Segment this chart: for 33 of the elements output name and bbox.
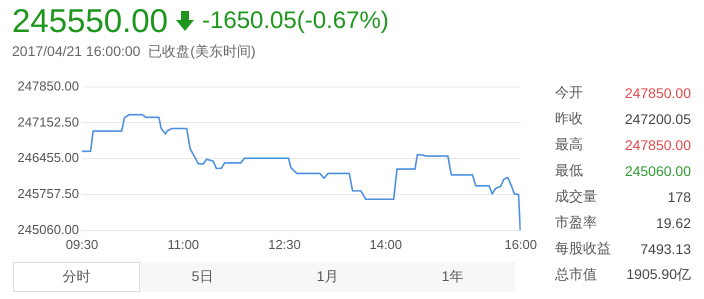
text: 247200.05	[624, 111, 691, 127]
chart-title: 245550.00	[12, 2, 168, 40]
x-tick-label: 11:00	[167, 236, 200, 252]
text: 成交量	[555, 188, 597, 206]
text: 市盈率	[555, 214, 597, 232]
text: 总市值	[555, 266, 597, 284]
x-tick-label: 12:30	[268, 236, 301, 252]
chart-subtitle: 2017/04/21 16:00:00 已收盘(美东时间)	[12, 43, 256, 61]
x-tick-label: 16:00	[504, 236, 538, 252]
text: 1月	[316, 267, 340, 286]
text: 178	[668, 189, 691, 205]
text: 今开	[555, 84, 583, 102]
text: 每股收益	[555, 240, 611, 258]
x-tick-label: 09:30	[66, 236, 98, 252]
text: 1年	[440, 267, 464, 286]
text: 5日	[190, 267, 214, 286]
x-tick-label: 14:00	[369, 236, 402, 252]
text: 247850.00	[624, 137, 691, 153]
text: 1905.90亿	[626, 266, 691, 284]
y-tick-label: 247850.00	[18, 78, 79, 94]
text: 最低	[555, 162, 583, 180]
text: 昨收	[555, 110, 583, 128]
text: 19.62	[656, 215, 691, 231]
y-tick-label: 245060.00	[18, 222, 79, 237]
text: 245060.00	[624, 163, 691, 179]
y-tick-label: 246455.00	[18, 150, 79, 166]
text: 7493.13	[640, 241, 691, 257]
y-tick-label: 245757.50	[18, 186, 79, 202]
text: 247850.00	[624, 85, 691, 101]
text: -1650.05(-0.67%)	[202, 7, 389, 35]
text: 分时	[13, 262, 140, 292]
text: 最高	[555, 136, 583, 154]
y-tick-label: 247152.50	[18, 114, 79, 130]
